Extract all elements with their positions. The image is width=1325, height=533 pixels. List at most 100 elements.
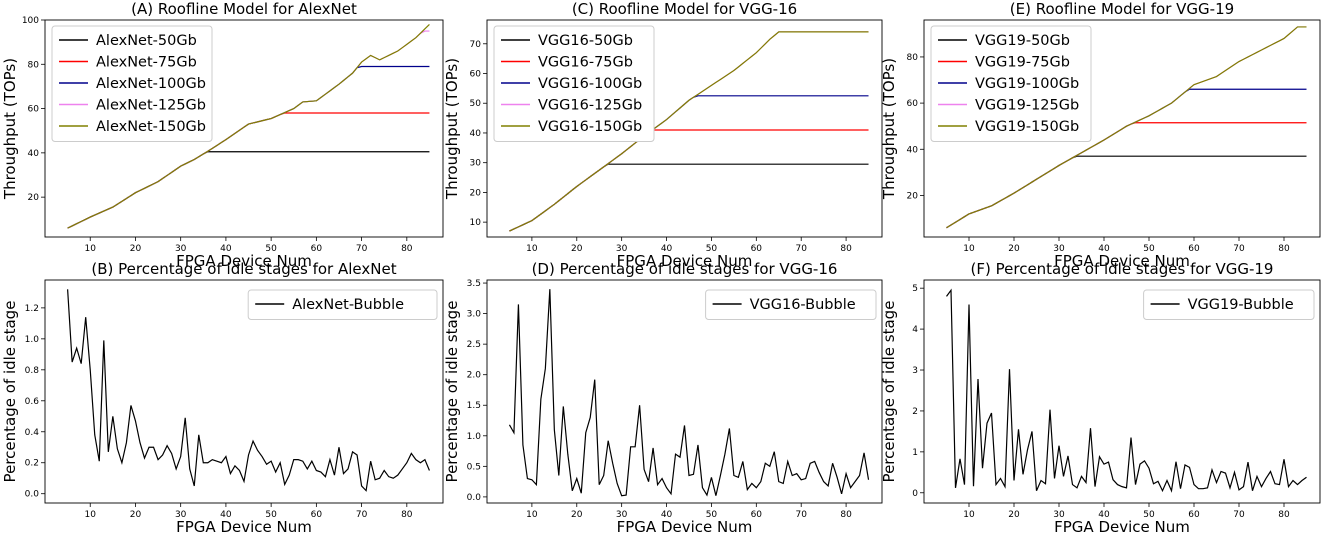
y-axis-label: Percentage of idle stage — [1, 301, 19, 483]
x-tick-label: 40 — [661, 510, 673, 520]
y-tick-label: 4 — [912, 325, 918, 335]
y-tick-label: 40 — [28, 149, 40, 159]
x-axis-label: FPGA Device Num — [617, 252, 753, 270]
y-tick-label: 60 — [907, 99, 919, 109]
y-tick-label: 80 — [28, 60, 40, 70]
chart-title: (F) Percentage of idle stages for VGG-19 — [971, 260, 1274, 278]
legend-frame — [51, 25, 213, 142]
x-tick-label: 40 — [220, 510, 232, 520]
x-axis-label: FPGA Device Num — [176, 518, 312, 533]
legend: AlexNet-50Gb AlexNet-75Gb AlexNet-100Gb Ale… — [51, 25, 213, 142]
y-tick-label: 0.4 — [25, 428, 40, 438]
x-tick-label: 10 — [526, 244, 538, 254]
x-tick-label: 60 — [1188, 244, 1200, 254]
chart-title: (E) Roofline Model for VGG-19 — [1010, 0, 1234, 18]
x-tick-label: 70 — [356, 244, 368, 254]
x-tick-label: 60 — [751, 510, 763, 520]
x-tick-label: 60 — [751, 244, 763, 254]
legend-entry-label: VGG19-100Gb — [975, 76, 1079, 92]
x-tick-label: 50 — [706, 244, 718, 254]
legend-frame — [930, 25, 1092, 142]
x-axis-label: FPGA Device Num — [176, 252, 312, 270]
x-tick-label: 70 — [356, 510, 368, 520]
x-tick-label: 30 — [1053, 244, 1065, 254]
x-axis-label: FPGA Device Num — [1054, 252, 1190, 270]
series-line-vgg19-50gb — [946, 155, 1307, 229]
plot-area-frame — [486, 19, 883, 238]
plot-area-frame — [923, 19, 1321, 238]
y-tick-label: 2.0 — [467, 371, 482, 381]
x-tick-label: 20 — [571, 510, 583, 520]
legend-entry-label: AlexNet-150Gb — [96, 119, 206, 135]
y-tick-label: 2.5 — [467, 340, 481, 350]
y-tick-label: 5 — [912, 284, 918, 294]
plot-area-frame — [486, 279, 883, 504]
legend-entry-label: VGG19-125Gb — [975, 98, 1079, 114]
legend-entry-label: AlexNet-Bubble — [292, 297, 404, 313]
y-tick-label: 40 — [907, 145, 919, 155]
legend: VGG19-Bubble — [1143, 289, 1315, 320]
chart-title: (A) Roofline Model for AlexNet — [131, 0, 357, 18]
legend: VGG16-50Gb VGG16-75Gb VGG16-100Gb VGG16-125… — [493, 25, 655, 142]
legend-frame — [247, 289, 438, 320]
legend-entry-label: AlexNet-100Gb — [96, 76, 206, 92]
chart-title: (C) Roofline Model for VGG-16 — [572, 0, 797, 18]
x-tick-label: 50 — [1143, 510, 1155, 520]
x-tick-label: 80 — [1278, 510, 1290, 520]
x-tick-label: 50 — [1143, 244, 1155, 254]
x-tick-label: 60 — [1188, 510, 1200, 520]
x-tick-label: 10 — [963, 244, 975, 254]
legend-entry-label: VGG19-75Gb — [975, 55, 1070, 71]
x-tick-label: 50 — [265, 510, 277, 520]
x-tick-label: 40 — [1098, 244, 1110, 254]
chart-panel-b: (B) Percentage of idle stages for AlexNe… — [1, 260, 444, 533]
legend: AlexNet-Bubble — [247, 289, 438, 320]
y-tick-label: 1.2 — [25, 304, 39, 314]
chart-title: (B) Percentage of idle stages for AlexNe… — [91, 260, 396, 278]
y-tick-label: 1.0 — [467, 432, 482, 442]
y-tick-label: 70 — [470, 40, 482, 50]
y-tick-label: 0.0 — [25, 490, 40, 500]
x-tick-label: 30 — [175, 510, 187, 520]
x-tick-label: 10 — [85, 510, 97, 520]
legend-entry-label: VGG16-100Gb — [538, 76, 642, 92]
y-axis-label: Percentage of idle stage — [880, 301, 898, 483]
y-axis-label: Throughput (TOPs) — [880, 58, 898, 200]
x-tick-label: 40 — [1098, 510, 1110, 520]
y-tick-label: 40 — [470, 129, 482, 139]
y-tick-label: 0.2 — [25, 459, 39, 469]
x-tick-label: 60 — [311, 510, 323, 520]
chart-panel-f: (F) Percentage of idle stages for VGG-19… — [880, 260, 1321, 533]
y-tick-label: 100 — [22, 16, 39, 26]
x-tick-label: 30 — [1053, 510, 1065, 520]
x-tick-label: 20 — [1008, 244, 1020, 254]
y-tick-label: 1 — [912, 448, 918, 458]
chart-panel-c: (C) Roofline Model for VGG-16 10 20 30 40 50 6… — [443, 0, 883, 270]
y-tick-label: 10 — [470, 218, 482, 228]
y-tick-label: 60 — [28, 105, 40, 115]
chart-panel-a: (A) Roofline Model for AlexNet 10 20 30 40 50… — [1, 0, 444, 270]
x-tick-label: 70 — [795, 510, 807, 520]
y-tick-label: 30 — [470, 159, 482, 169]
y-tick-label: 50 — [470, 99, 482, 109]
x-tick-label: 10 — [526, 510, 538, 520]
plot-area-frame — [44, 19, 444, 238]
y-axis-label: Throughput (TOPs) — [1, 58, 19, 200]
y-tick-label: 60 — [470, 70, 482, 80]
plot-area-frame — [923, 279, 1321, 504]
y-tick-label: 3.5 — [467, 279, 481, 289]
legend-frame — [705, 289, 877, 320]
y-tick-label: 1.0 — [25, 335, 40, 345]
x-tick-label: 10 — [963, 510, 975, 520]
y-axis-label: Percentage of idle stage — [443, 301, 461, 483]
series-line-alexnet-bubble — [67, 289, 430, 492]
y-tick-label: 0.5 — [467, 462, 481, 472]
x-tick-label: 20 — [571, 244, 583, 254]
y-tick-label: 0.6 — [25, 397, 40, 407]
x-tick-label: 20 — [130, 510, 142, 520]
x-tick-label: 60 — [311, 244, 323, 254]
y-tick-label: 3 — [912, 366, 918, 376]
legend-entry-label: VGG19-Bubble — [1188, 297, 1294, 313]
x-tick-label: 80 — [401, 244, 413, 254]
legend-entry-label: VGG16-50Gb — [538, 33, 633, 49]
